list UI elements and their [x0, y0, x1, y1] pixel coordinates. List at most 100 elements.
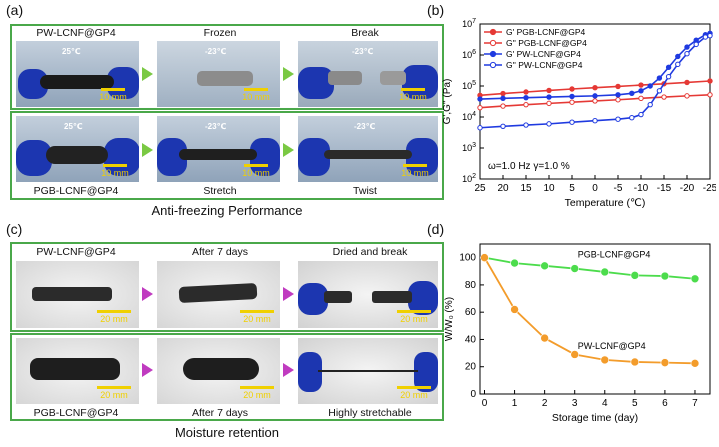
a-row1-scale2: 10 mm: [239, 88, 273, 102]
a-row1-label: PW-LCNF@GP4: [36, 27, 116, 39]
chart-d-series-label: PW-LCNF@GP4: [578, 341, 646, 351]
photo-a-row1-2: -23℃ 10 mm: [157, 41, 280, 107]
chart-b-y-tick-label: 105: [462, 80, 476, 91]
photo-c-row2-2: 20 mm: [157, 338, 280, 404]
c-row2-scale2: 20 mm: [237, 386, 277, 400]
chart-b-point: [477, 125, 483, 131]
chart-b-legend-label: G' PGB-LCNF@GP4: [506, 27, 585, 37]
photo-c-row2-3: 20 mm: [298, 338, 438, 404]
a-row2-scale3: 10 mm: [398, 164, 432, 178]
chart-b-point: [661, 94, 667, 100]
chart-b-point: [500, 103, 506, 109]
chart-b-point: [592, 98, 598, 104]
panel-a-frame-bottom: [10, 111, 444, 200]
magenta-arrow-icon: [142, 287, 153, 301]
chart-b-point: [569, 99, 575, 105]
panel-c-frame-bottom: [10, 333, 444, 421]
chart-d-point: [690, 359, 700, 368]
chart-d-point: [600, 355, 610, 365]
chart-b-point: [546, 87, 552, 94]
chart-b-point: [592, 93, 598, 99]
a-row2-temp1: 25℃: [64, 122, 83, 131]
panel-a-frame-top: [10, 24, 444, 110]
chart-b-point: [638, 82, 644, 88]
chart-d-point: [570, 264, 580, 273]
chart-d-x-tick-label: 5: [632, 398, 638, 409]
c-row2-label: PGB-LCNF@GP4: [33, 407, 119, 419]
chart-b-legend-label: G' PW-LCNF@GP4: [506, 49, 581, 59]
panel-label-a: (a): [6, 2, 24, 18]
a-row2-caption3: Twist: [353, 185, 377, 197]
chart-b-point: [702, 34, 709, 40]
chart-d-y-tick-label: 100: [459, 253, 476, 264]
chart-d-series-line: [483, 257, 695, 365]
chart-b-y-tick-label: 102: [462, 173, 476, 184]
chart-b-point: [638, 111, 644, 118]
chart-b-legend-marker: [489, 61, 497, 69]
c-row1-caption3: Dried and break: [332, 246, 408, 258]
chart-d-point: [600, 267, 610, 277]
chart-b-legend-marker: [489, 28, 497, 36]
panel-a-caption: Anti-freezing Performance: [151, 203, 303, 218]
chart-b-legend-marker: [489, 39, 497, 47]
chart-b-rheology: 25 20 15 10 5 0 -5 -10 -15 -20 -251021031041051061…: [442, 18, 716, 209]
c-row2-scale1: 20 mm: [94, 386, 134, 400]
chart-d-x-tick-label: 0: [482, 398, 488, 409]
chart-b-x-tick-label: 5: [569, 183, 575, 194]
panel-label-c: (c): [6, 221, 23, 237]
chart-b-point: [500, 123, 506, 130]
a-row1-scale3: 10 mm: [396, 88, 430, 102]
chart-b-point: [629, 114, 635, 121]
chart-b-x-tick-label: -10: [634, 183, 649, 194]
chart-b-point: [477, 96, 483, 102]
chart-b-point: [693, 41, 699, 48]
chart-b-point: [546, 94, 552, 100]
chart-b-point: [523, 94, 529, 101]
chart-d-y-tick-label: 40: [465, 334, 477, 345]
a-row2-temp3: -23℃: [354, 122, 376, 131]
chart-b-legend-marker: [489, 50, 497, 58]
chart-b-point: [656, 75, 663, 81]
a-row1-caption2: Frozen: [203, 27, 237, 39]
c-row1-scale1: 20 mm: [94, 310, 134, 324]
a-row2-label: PGB-LCNF@GP4: [33, 185, 119, 197]
chart-b-ylabel: G',G'' (Pa): [442, 79, 453, 125]
a-row1-temp1: 25℃: [62, 47, 81, 56]
green-arrow-icon: [283, 143, 294, 157]
chart-d-point: [690, 274, 700, 284]
chart-b-y-tick-label: 103: [462, 142, 476, 153]
chart-b-point: [638, 88, 644, 94]
a-row1-scale1: 10 mm: [96, 88, 130, 102]
a-row1-temp2: -23℃: [205, 47, 227, 56]
chart-b-x-tick-label: -25: [703, 183, 716, 194]
chart-b-point: [523, 101, 529, 108]
chart-d-x-tick-label: 3: [572, 398, 578, 409]
chart-b-y-tick-label: 107: [462, 18, 476, 29]
chart-d-point: [540, 261, 549, 271]
a-row1-temp3: -23℃: [352, 47, 374, 56]
chart-d-point: [660, 271, 670, 281]
chart-b-point: [707, 92, 713, 98]
c-row1-scale2: 20 mm: [237, 310, 277, 324]
panel-c-caption: Moisture retention: [174, 425, 280, 440]
photo-c-row1-2: 20 mm: [157, 261, 280, 328]
chart-b-y-tick-label: 106: [462, 49, 476, 60]
chart-b-point: [592, 117, 598, 124]
chart-b-point: [569, 119, 575, 125]
chart-d-series-label: PGB-LCNF@GP4: [578, 250, 651, 260]
chart-b-point: [569, 86, 575, 92]
chart-d-y-tick-label: 80: [465, 280, 477, 291]
chart-b-point: [500, 95, 506, 102]
chart-b-point: [615, 97, 621, 103]
chart-b-point: [546, 100, 552, 107]
chart-b-point: [592, 85, 598, 91]
chart-b-point: [615, 116, 621, 122]
chart-b-point: [665, 73, 672, 80]
photo-a-row2-3: -23℃ 10 mm: [298, 116, 438, 182]
chart-b-x-tick-label: -15: [657, 183, 672, 194]
chart-b-point: [523, 89, 529, 95]
a-row2-scale2: 10 mm: [239, 164, 273, 178]
c-row2-scale3: 20 mm: [394, 386, 434, 400]
chart-b-point: [684, 93, 690, 99]
chart-b-x-tick-label: -5: [614, 183, 623, 194]
